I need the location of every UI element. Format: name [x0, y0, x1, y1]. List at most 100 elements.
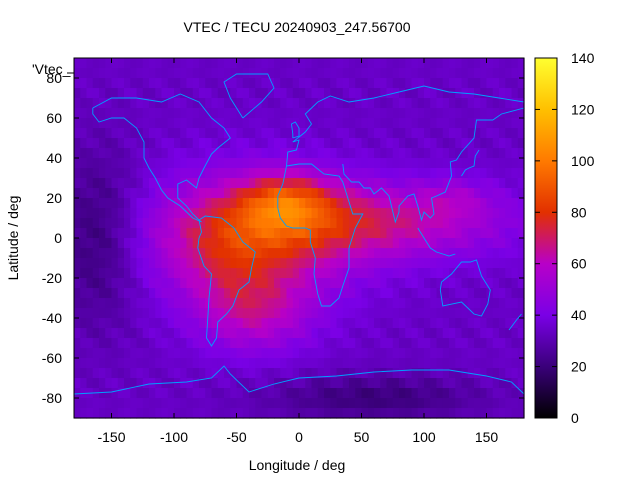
heatmap-cell — [74, 98, 81, 109]
heatmap-cell — [449, 298, 456, 309]
heatmap-cell — [511, 198, 519, 209]
heatmap-cell — [242, 198, 250, 209]
heatmap-cell — [217, 278, 225, 289]
heatmap-cell — [130, 388, 138, 399]
heatmap-cell — [192, 168, 200, 179]
heatmap-cell — [274, 118, 281, 129]
heatmap-cell — [417, 348, 425, 359]
heatmap-cell — [117, 78, 125, 89]
heatmap-cell — [305, 248, 313, 259]
heatmap-cell — [511, 138, 519, 149]
heatmap-cell — [349, 168, 356, 179]
heatmap-cell — [130, 88, 138, 99]
heatmap-cell — [449, 258, 456, 269]
heatmap-cell — [486, 408, 494, 419]
heatmap-cell — [117, 408, 125, 419]
heatmap-cell — [274, 298, 281, 309]
heatmap-cell — [336, 308, 344, 319]
heatmap-cell — [192, 98, 200, 109]
heatmap-cell — [455, 168, 463, 179]
heatmap-cell — [317, 128, 325, 139]
heatmap-cell — [424, 158, 431, 169]
heatmap-cell — [174, 98, 181, 109]
heatmap-cell — [492, 358, 500, 369]
heatmap-cell — [136, 348, 144, 359]
heatmap-cell — [492, 258, 500, 269]
heatmap-cell — [449, 358, 456, 369]
heatmap-cell — [236, 408, 244, 419]
heatmap-cell — [230, 378, 238, 389]
heatmap-cell — [174, 168, 181, 179]
heatmap-cell — [436, 278, 444, 289]
heatmap-cell — [186, 228, 194, 239]
heatmap-cell — [74, 358, 81, 369]
heatmap-cell — [74, 238, 81, 249]
heatmap-cell — [274, 258, 281, 269]
heatmap-cell — [330, 198, 338, 209]
heatmap-cell — [517, 408, 525, 419]
heatmap-cell — [367, 208, 375, 219]
heatmap-cell — [405, 228, 413, 239]
heatmap-cell — [492, 78, 500, 89]
heatmap-cell — [511, 178, 519, 189]
heatmap-cell — [280, 258, 288, 269]
heatmap-cell — [142, 198, 150, 209]
heatmap-cell — [392, 258, 400, 269]
heatmap-cell — [467, 128, 475, 139]
heatmap-cell — [336, 158, 344, 169]
heatmap-cell — [274, 58, 281, 69]
heatmap-cell — [174, 178, 181, 189]
heatmap-cell — [124, 218, 131, 229]
heatmap-cell — [261, 398, 269, 409]
heatmap-cell — [292, 88, 300, 99]
heatmap-cell — [255, 208, 263, 219]
heatmap-cell — [505, 138, 513, 149]
heatmap-cell — [136, 238, 144, 249]
heatmap-cell — [399, 108, 406, 119]
heatmap-cell — [336, 168, 344, 179]
heatmap-cell — [374, 198, 381, 209]
heatmap-cell — [217, 218, 225, 229]
heatmap-cell — [192, 228, 200, 239]
heatmap-cell — [292, 268, 300, 279]
heatmap-cell — [367, 118, 375, 129]
heatmap-cell — [386, 348, 394, 359]
heatmap-cell — [367, 188, 375, 199]
heatmap-cell — [436, 228, 444, 239]
heatmap-cell — [199, 378, 206, 389]
heatmap-cell — [305, 258, 313, 269]
heatmap-cell — [405, 308, 413, 319]
heatmap-cell — [155, 68, 163, 79]
heatmap-cell — [442, 58, 450, 69]
heatmap-cell — [92, 318, 100, 329]
heatmap-cell — [180, 178, 188, 189]
heatmap-cell — [330, 218, 338, 229]
heatmap-cell — [361, 148, 369, 159]
heatmap-cell — [86, 148, 94, 159]
heatmap-cell — [180, 408, 188, 419]
heatmap-cell — [455, 328, 463, 339]
heatmap-cell — [155, 238, 163, 249]
heatmap-cell — [117, 278, 125, 289]
heatmap-cell — [480, 108, 488, 119]
heatmap-cell — [174, 328, 181, 339]
heatmap-cell — [417, 108, 425, 119]
heatmap-cell — [474, 378, 481, 389]
heatmap-cell — [199, 128, 206, 139]
heatmap-cell — [411, 78, 419, 89]
heatmap-cell — [336, 238, 344, 249]
heatmap-cell — [511, 108, 519, 119]
heatmap-cell — [155, 338, 163, 349]
heatmap-cell — [505, 98, 513, 109]
heatmap-cell — [417, 178, 425, 189]
heatmap-cell — [236, 78, 244, 89]
heatmap-cell — [174, 358, 181, 369]
heatmap-cell — [86, 298, 94, 309]
heatmap-cell — [324, 258, 331, 269]
heatmap-cell — [349, 228, 356, 239]
coastline — [277, 163, 364, 307]
heatmap-cell — [217, 378, 225, 389]
heatmap-cell — [255, 148, 263, 159]
heatmap-cell — [99, 218, 106, 229]
